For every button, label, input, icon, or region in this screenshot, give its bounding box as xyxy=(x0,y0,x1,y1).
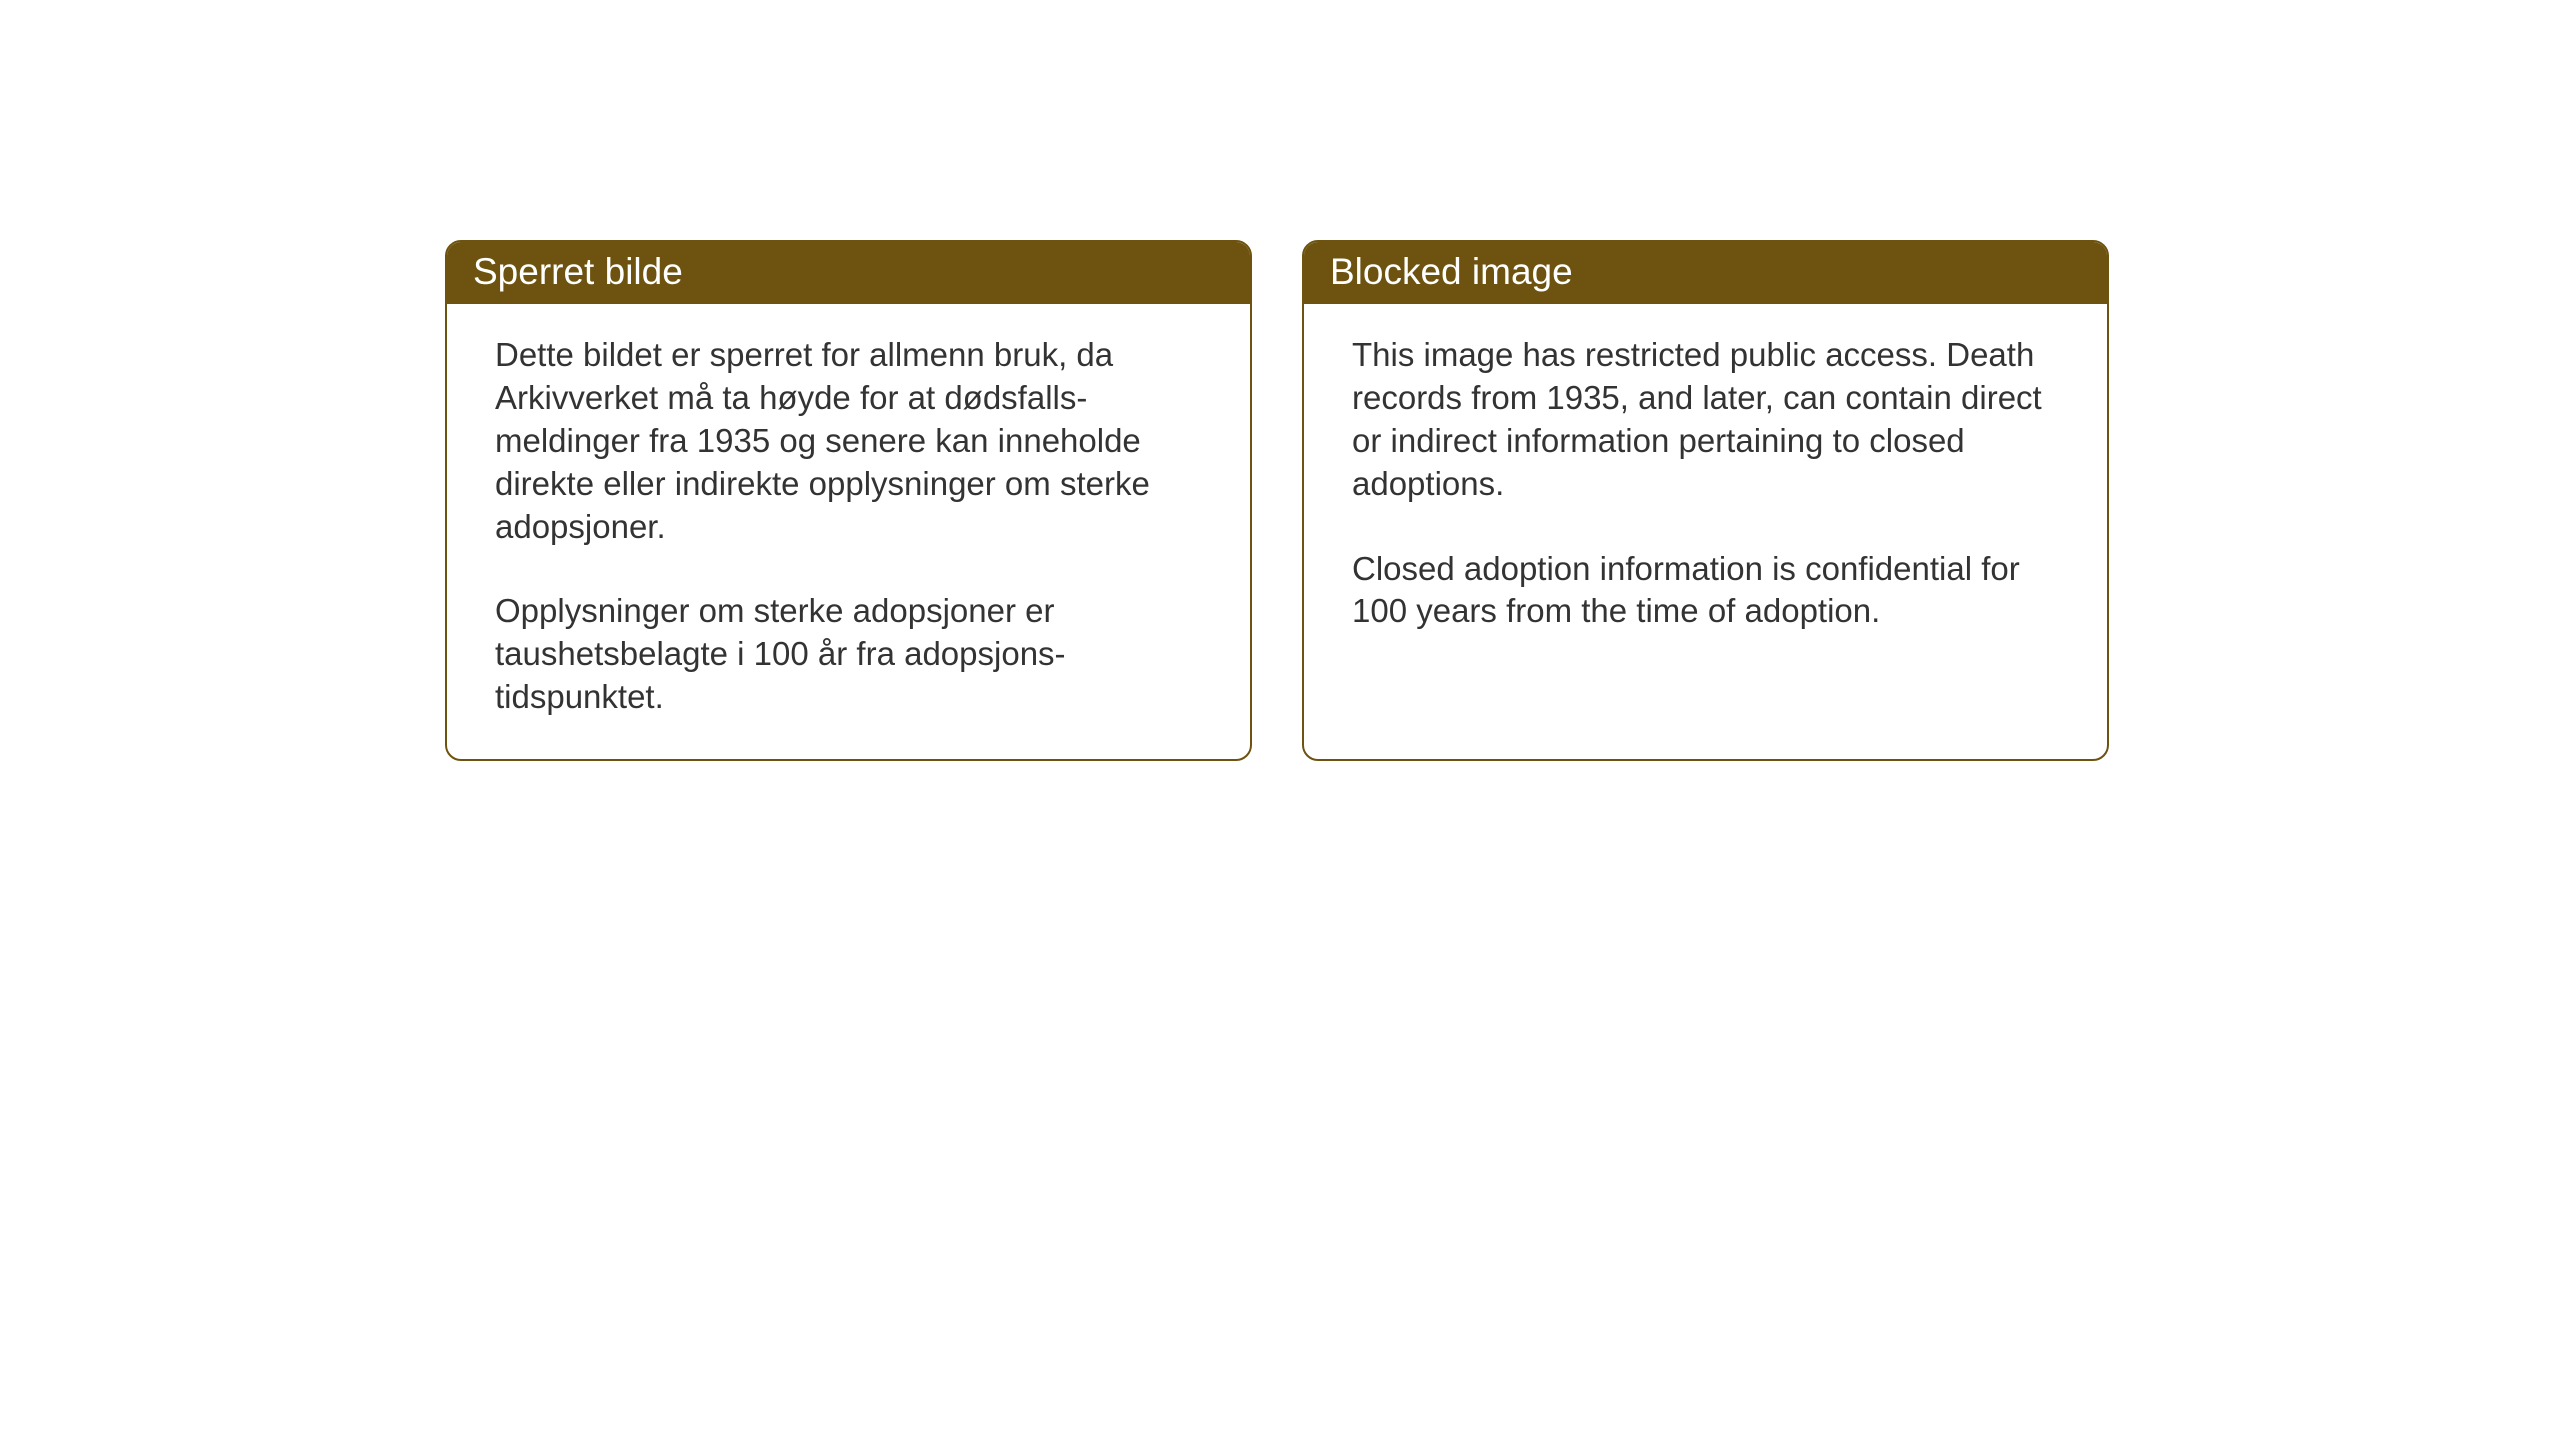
card-header-english: Blocked image xyxy=(1304,242,2107,304)
card-paragraph-norwegian-1: Dette bildet er sperret for allmenn bruk… xyxy=(495,334,1202,548)
card-body-norwegian: Dette bildet er sperret for allmenn bruk… xyxy=(447,304,1250,759)
card-title-norwegian: Sperret bilde xyxy=(473,251,683,292)
notice-container: Sperret bilde Dette bildet er sperret fo… xyxy=(0,0,2560,761)
card-title-english: Blocked image xyxy=(1330,251,1573,292)
card-body-english: This image has restricted public access.… xyxy=(1304,304,2107,754)
notice-card-norwegian: Sperret bilde Dette bildet er sperret fo… xyxy=(445,240,1252,761)
card-paragraph-english-1: This image has restricted public access.… xyxy=(1352,334,2059,506)
notice-card-english: Blocked image This image has restricted … xyxy=(1302,240,2109,761)
card-paragraph-english-2: Closed adoption information is confident… xyxy=(1352,548,2059,634)
card-header-norwegian: Sperret bilde xyxy=(447,242,1250,304)
card-paragraph-norwegian-2: Opplysninger om sterke adopsjoner er tau… xyxy=(495,590,1202,719)
